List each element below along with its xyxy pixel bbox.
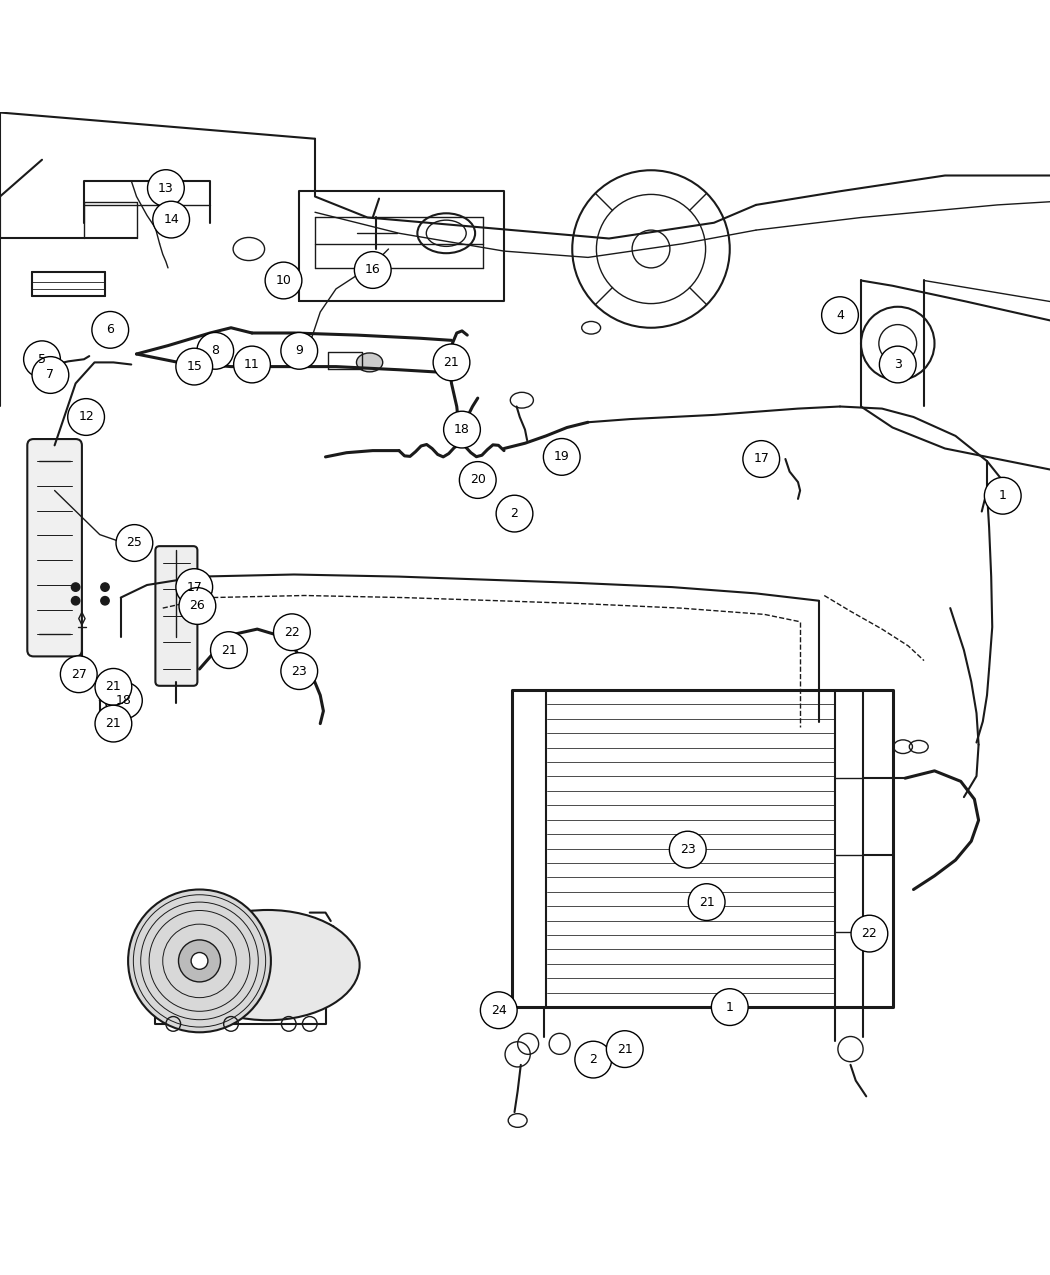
Circle shape	[178, 588, 216, 625]
Text: 21: 21	[105, 717, 122, 731]
Circle shape	[575, 1042, 611, 1077]
Circle shape	[116, 524, 153, 561]
Ellipse shape	[356, 353, 382, 372]
Circle shape	[985, 477, 1021, 514]
Circle shape	[67, 399, 105, 435]
FancyBboxPatch shape	[27, 439, 82, 657]
Circle shape	[670, 831, 706, 868]
Circle shape	[481, 992, 517, 1029]
Circle shape	[880, 346, 916, 382]
Text: 17: 17	[753, 453, 770, 465]
Circle shape	[96, 705, 132, 742]
Circle shape	[273, 613, 311, 650]
Circle shape	[712, 988, 748, 1025]
Circle shape	[147, 170, 185, 207]
Text: 3: 3	[894, 358, 902, 371]
Text: 8: 8	[211, 344, 219, 357]
Text: 2: 2	[510, 507, 519, 520]
Text: 18: 18	[454, 423, 470, 436]
Circle shape	[153, 201, 189, 238]
Circle shape	[128, 890, 271, 1033]
Circle shape	[23, 340, 61, 377]
Ellipse shape	[176, 910, 359, 1020]
Text: 4: 4	[836, 309, 844, 321]
Text: 16: 16	[365, 264, 380, 277]
Text: 26: 26	[189, 599, 206, 612]
Text: 21: 21	[220, 644, 237, 657]
Text: 22: 22	[284, 626, 300, 639]
Circle shape	[355, 251, 391, 288]
Circle shape	[743, 441, 779, 477]
Text: 6: 6	[106, 324, 114, 337]
Circle shape	[105, 682, 142, 719]
Circle shape	[233, 346, 271, 382]
Circle shape	[176, 569, 212, 606]
Circle shape	[281, 333, 317, 370]
Circle shape	[101, 597, 109, 604]
Text: 21: 21	[105, 681, 122, 694]
Circle shape	[443, 412, 481, 448]
Circle shape	[850, 915, 888, 952]
Circle shape	[71, 597, 80, 604]
Circle shape	[433, 344, 470, 381]
Text: 13: 13	[158, 181, 174, 195]
FancyBboxPatch shape	[155, 546, 197, 686]
Circle shape	[191, 952, 208, 969]
Text: 2: 2	[589, 1053, 597, 1066]
Text: 5: 5	[38, 353, 46, 366]
Text: 14: 14	[164, 213, 179, 226]
Circle shape	[61, 655, 97, 692]
Circle shape	[496, 495, 532, 532]
Text: 17: 17	[186, 580, 203, 594]
Text: 24: 24	[491, 1003, 506, 1016]
Text: 11: 11	[244, 358, 260, 371]
Circle shape	[689, 884, 726, 921]
Text: 23: 23	[680, 843, 695, 856]
Text: 25: 25	[126, 537, 143, 550]
Circle shape	[460, 462, 496, 499]
Circle shape	[210, 631, 248, 668]
Text: 9: 9	[295, 344, 303, 357]
Text: 20: 20	[469, 473, 486, 487]
Circle shape	[71, 583, 80, 592]
Text: 15: 15	[186, 360, 203, 374]
Text: 7: 7	[46, 368, 55, 381]
Circle shape	[607, 1030, 643, 1067]
Text: 21: 21	[699, 895, 715, 909]
Circle shape	[197, 333, 233, 370]
Circle shape	[265, 263, 302, 298]
Circle shape	[96, 668, 132, 705]
Circle shape	[178, 940, 220, 982]
Text: 21: 21	[443, 356, 460, 368]
Circle shape	[32, 357, 69, 394]
Text: 21: 21	[617, 1043, 632, 1056]
Text: 1: 1	[999, 490, 1007, 502]
Circle shape	[176, 348, 212, 385]
Circle shape	[544, 439, 580, 476]
Circle shape	[101, 583, 109, 592]
Circle shape	[281, 653, 317, 690]
Text: 10: 10	[275, 274, 292, 287]
Text: 12: 12	[79, 411, 94, 423]
Text: 18: 18	[116, 694, 132, 708]
Text: 22: 22	[861, 927, 878, 940]
Circle shape	[821, 297, 859, 334]
Text: 19: 19	[554, 450, 569, 463]
Text: 23: 23	[292, 664, 307, 677]
Text: 27: 27	[70, 668, 87, 681]
Circle shape	[92, 311, 128, 348]
Text: 1: 1	[726, 1001, 734, 1014]
